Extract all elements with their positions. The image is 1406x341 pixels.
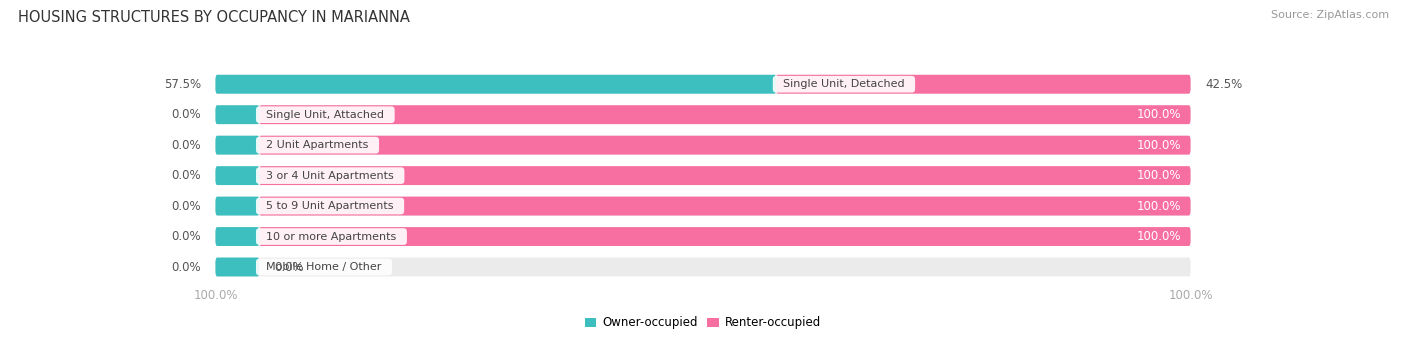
FancyBboxPatch shape: [259, 166, 1191, 185]
FancyBboxPatch shape: [215, 136, 1191, 154]
Text: 100.0%: 100.0%: [1136, 108, 1181, 121]
FancyBboxPatch shape: [259, 227, 1191, 246]
FancyBboxPatch shape: [259, 136, 1191, 154]
FancyBboxPatch shape: [776, 75, 1191, 94]
Text: 5 to 9 Unit Apartments: 5 to 9 Unit Apartments: [259, 201, 401, 211]
Text: 100.0%: 100.0%: [1136, 139, 1181, 152]
FancyBboxPatch shape: [259, 197, 1191, 216]
Text: 0.0%: 0.0%: [172, 199, 201, 212]
Text: 0.0%: 0.0%: [172, 261, 201, 273]
FancyBboxPatch shape: [215, 105, 259, 124]
Text: 0.0%: 0.0%: [274, 261, 304, 273]
Text: Single Unit, Attached: Single Unit, Attached: [259, 110, 391, 120]
FancyBboxPatch shape: [215, 197, 259, 216]
Text: 3 or 4 Unit Apartments: 3 or 4 Unit Apartments: [259, 170, 401, 181]
Text: 100.0%: 100.0%: [1136, 199, 1181, 212]
Text: Mobile Home / Other: Mobile Home / Other: [259, 262, 388, 272]
Text: 0.0%: 0.0%: [172, 108, 201, 121]
FancyBboxPatch shape: [215, 75, 776, 94]
FancyBboxPatch shape: [215, 166, 259, 185]
Text: 0.0%: 0.0%: [172, 169, 201, 182]
Text: HOUSING STRUCTURES BY OCCUPANCY IN MARIANNA: HOUSING STRUCTURES BY OCCUPANCY IN MARIA…: [18, 10, 411, 25]
Text: 42.5%: 42.5%: [1205, 78, 1243, 91]
Text: 57.5%: 57.5%: [163, 78, 201, 91]
Text: 0.0%: 0.0%: [172, 139, 201, 152]
FancyBboxPatch shape: [215, 257, 1191, 277]
Text: 0.0%: 0.0%: [172, 230, 201, 243]
FancyBboxPatch shape: [215, 197, 1191, 216]
FancyBboxPatch shape: [259, 105, 1191, 124]
FancyBboxPatch shape: [215, 227, 259, 246]
Text: 10 or more Apartments: 10 or more Apartments: [259, 232, 404, 241]
FancyBboxPatch shape: [215, 105, 1191, 124]
FancyBboxPatch shape: [215, 227, 1191, 246]
Text: 100.0%: 100.0%: [1136, 230, 1181, 243]
Legend: Owner-occupied, Renter-occupied: Owner-occupied, Renter-occupied: [579, 312, 827, 334]
Text: 100.0%: 100.0%: [1136, 169, 1181, 182]
Text: 100.0%: 100.0%: [193, 289, 238, 302]
FancyBboxPatch shape: [215, 166, 1191, 185]
Text: 100.0%: 100.0%: [1168, 289, 1213, 302]
Text: 2 Unit Apartments: 2 Unit Apartments: [259, 140, 375, 150]
Text: Source: ZipAtlas.com: Source: ZipAtlas.com: [1271, 10, 1389, 20]
FancyBboxPatch shape: [215, 136, 259, 154]
FancyBboxPatch shape: [215, 257, 259, 277]
Text: Single Unit, Detached: Single Unit, Detached: [776, 79, 911, 89]
FancyBboxPatch shape: [215, 75, 1191, 94]
